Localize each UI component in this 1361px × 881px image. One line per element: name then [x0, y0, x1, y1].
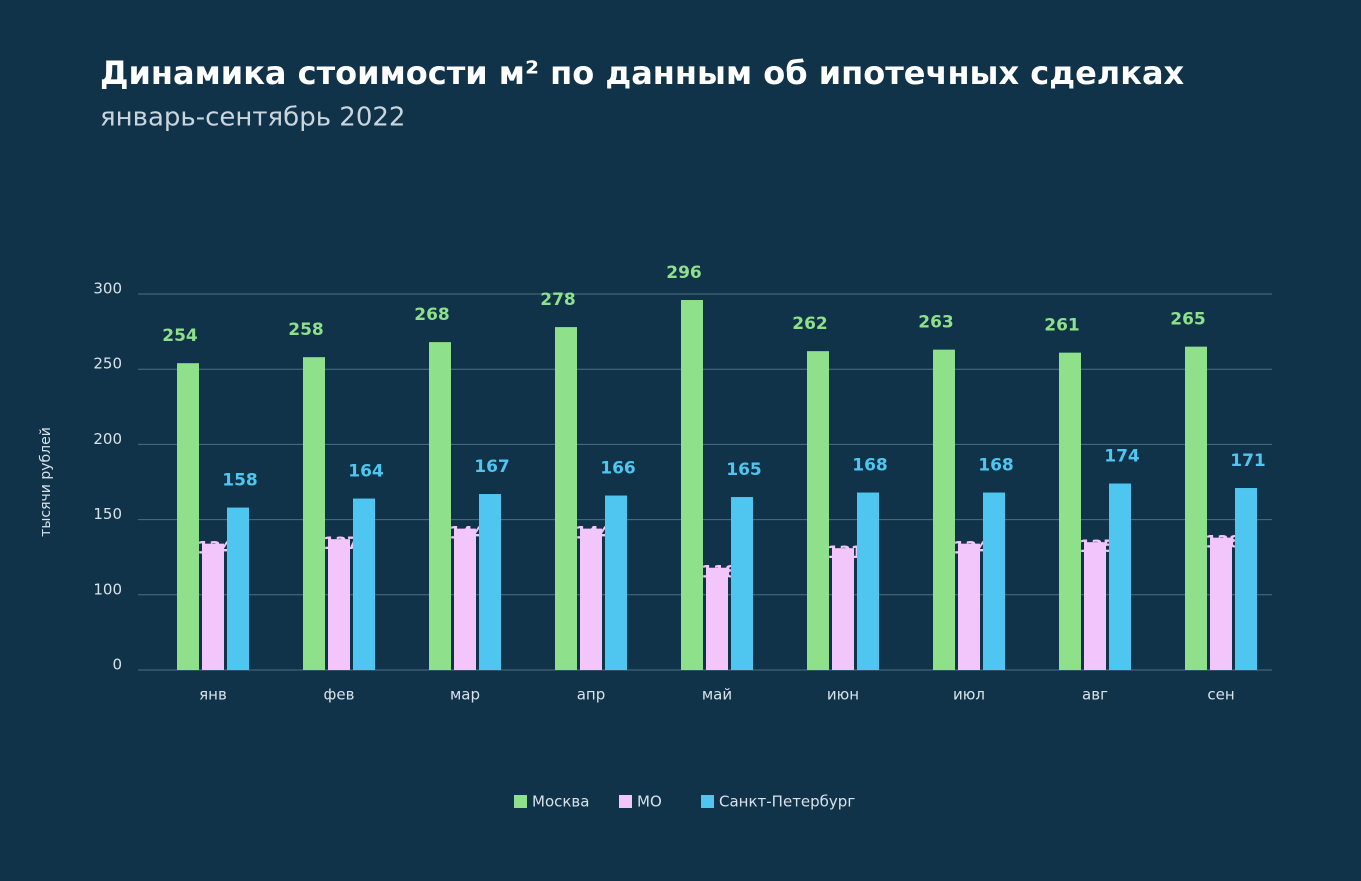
- bar: [1185, 346, 1207, 670]
- bar: [177, 363, 199, 670]
- x-tick-label: янв: [199, 686, 227, 704]
- bar: [202, 543, 224, 670]
- x-tick-label: сен: [1207, 686, 1234, 704]
- y-axis-label: тысячи рублей: [38, 427, 54, 537]
- value-label: 134: [197, 539, 233, 559]
- bar: [227, 507, 249, 670]
- bar: [1109, 483, 1131, 670]
- legend-label: Санкт-Петербург: [719, 793, 855, 811]
- bar: [681, 300, 703, 670]
- value-label: 258: [288, 320, 324, 340]
- bar: [983, 492, 1005, 670]
- bar: [1235, 488, 1257, 670]
- bar: [832, 548, 854, 670]
- value-label: 262: [792, 314, 828, 334]
- x-tick-label: июл: [953, 686, 985, 704]
- value-label: 158: [222, 471, 258, 491]
- value-label: 135: [1079, 537, 1115, 557]
- value-label: 165: [726, 460, 762, 480]
- bar: [731, 497, 753, 670]
- value-label: 118: [701, 563, 737, 583]
- bar: [353, 498, 375, 670]
- legend-swatch: [514, 795, 527, 808]
- legend-swatch: [619, 795, 632, 808]
- bar: [429, 342, 451, 670]
- bar: [328, 539, 350, 670]
- legend-label: МО: [637, 793, 662, 811]
- x-tick-label: июн: [827, 686, 859, 704]
- x-tick-label: авг: [1082, 686, 1108, 704]
- y-tick-label: 300: [93, 280, 122, 298]
- value-label: 254: [162, 326, 198, 346]
- chart-title: Динамика стоимости м² по данным об ипоте…: [100, 54, 1185, 92]
- chart-subtitle: январь-сентябрь 2022: [100, 103, 405, 133]
- legend-label: Москва: [532, 793, 589, 811]
- value-label: 261: [1044, 316, 1080, 336]
- bar: [580, 528, 602, 670]
- value-label: 144: [449, 524, 485, 544]
- bar: [857, 492, 879, 670]
- value-label: 265: [1170, 310, 1206, 330]
- y-tick-label: 100: [93, 580, 122, 598]
- bar: [807, 351, 829, 670]
- value-label: 131: [827, 543, 863, 563]
- x-tick-label: фев: [324, 686, 355, 704]
- y-tick-label: 250: [93, 355, 122, 373]
- value-label: 296: [666, 263, 702, 283]
- bar: [1059, 352, 1081, 670]
- bar: [555, 327, 577, 670]
- x-tick-label: апр: [577, 686, 606, 704]
- bar: [958, 543, 980, 670]
- value-label: 144: [575, 524, 611, 544]
- value-label: 137: [323, 534, 359, 554]
- value-label: 278: [540, 290, 576, 310]
- value-label: 167: [474, 457, 510, 477]
- x-tick-label: май: [702, 686, 732, 704]
- value-label: 168: [978, 456, 1014, 476]
- value-label: 263: [918, 313, 954, 333]
- y-tick-label: 150: [93, 505, 122, 523]
- bar: [933, 349, 955, 670]
- value-label: 134: [953, 539, 989, 559]
- bar: [303, 357, 325, 670]
- value-label: 171: [1230, 451, 1266, 471]
- legend-swatch: [701, 795, 714, 808]
- bar: [706, 567, 728, 670]
- bar: [479, 494, 501, 670]
- value-label: 174: [1104, 447, 1140, 467]
- bar: [605, 495, 627, 670]
- value-label: 166: [600, 459, 636, 479]
- value-label: 138: [1205, 533, 1241, 553]
- value-label: 164: [348, 462, 384, 482]
- y-tick-label: 200: [93, 430, 122, 448]
- value-label: 268: [414, 305, 450, 325]
- x-tick-label: мар: [450, 686, 480, 704]
- bar: [454, 528, 476, 670]
- bar: [1210, 537, 1232, 670]
- value-label: 168: [852, 456, 888, 476]
- bar: [1084, 542, 1106, 670]
- y-tick-label: 0: [112, 656, 122, 674]
